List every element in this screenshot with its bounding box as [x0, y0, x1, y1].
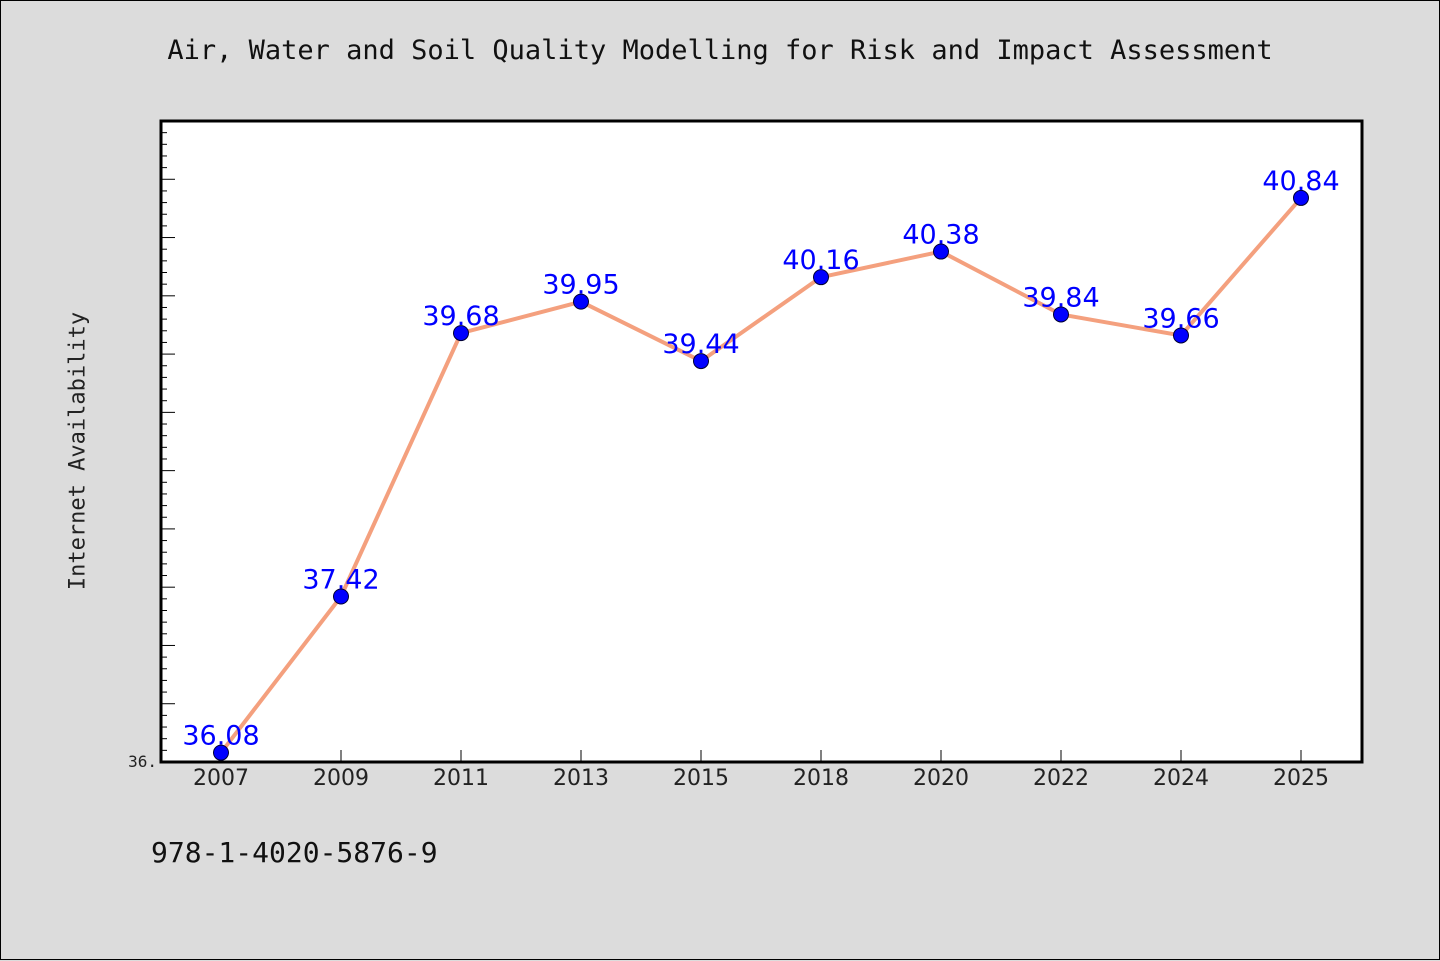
data-point	[813, 269, 829, 286]
data-point	[453, 325, 469, 342]
data-point	[1293, 189, 1309, 206]
x-tick-label: 2020	[913, 766, 969, 791]
data-point	[933, 243, 949, 260]
data-label: 37.42	[302, 565, 379, 596]
data-point	[1173, 327, 1189, 344]
data-label: 39.95	[542, 270, 619, 301]
x-tick-label: 2011	[433, 766, 489, 791]
data-point	[1053, 306, 1069, 323]
data-label: 40.16	[782, 245, 859, 276]
data-label: 39.84	[1022, 282, 1099, 313]
x-tick-label: 2013	[553, 766, 609, 791]
isbn-text: 978-1-4020-5876-9	[151, 836, 438, 869]
data-label: 40.84	[1262, 166, 1339, 197]
x-tick-label: 2009	[313, 766, 369, 791]
y-tick-label: 36.	[128, 752, 157, 771]
x-tick-label: 2022	[1033, 766, 1089, 791]
data-point	[213, 744, 229, 761]
data-label: 39.44	[662, 329, 739, 360]
x-tick-label: 2025	[1273, 766, 1329, 791]
plot-area	[159, 119, 1364, 764]
data-label: 36.08	[182, 721, 259, 752]
x-tick-label: 2007	[193, 766, 249, 791]
x-tick-label: 2024	[1153, 766, 1209, 791]
chart-title: Air, Water and Soil Quality Modelling fo…	[167, 35, 1273, 66]
data-point	[333, 588, 349, 605]
data-label: 40.38	[902, 220, 979, 251]
x-tick-label: 2018	[793, 766, 849, 791]
data-label: 39.66	[1142, 303, 1219, 334]
data-point	[693, 353, 709, 370]
data-label: 39.68	[422, 301, 499, 332]
x-tick-label: 2015	[673, 766, 729, 791]
series-line	[219, 196, 1303, 754]
data-point	[573, 293, 589, 310]
